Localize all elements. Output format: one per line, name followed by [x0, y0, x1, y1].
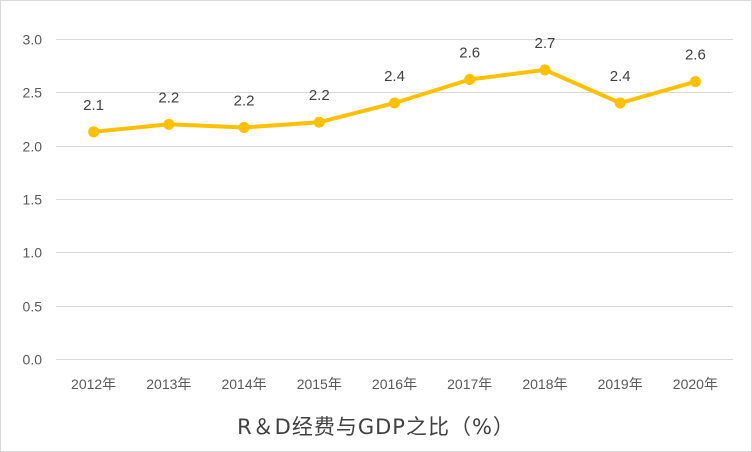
- x-axis-ticks: 2012年 2013年 2014年 2015年 2016年 2017年 2018年 2019年…: [71, 376, 718, 392]
- x-tick-label: 2012年: [71, 376, 116, 392]
- x-tick-label: 2018年: [522, 376, 567, 392]
- gridlines: [56, 39, 733, 360]
- data-label: 2.2: [234, 93, 255, 110]
- chart-caption: R＆D经费与GDP之比（%）: [237, 415, 515, 439]
- data-label: 2.2: [158, 89, 179, 106]
- data-labels: 2.1 2.2 2.2 2.2 2.4 2.6 2.7 2.4 2.6: [83, 35, 706, 114]
- data-label: 2.2: [309, 87, 330, 104]
- data-point: [464, 74, 476, 86]
- y-tick-label: 1.5: [23, 192, 43, 208]
- y-tick-label: 2.0: [23, 139, 43, 155]
- data-label: 2.6: [459, 45, 480, 62]
- data-point: [614, 97, 626, 109]
- x-tick-label: 2013年: [146, 376, 191, 392]
- y-axis-ticks: 0.0 0.5 1.0 1.5 2.0 2.5 3.0: [23, 32, 43, 368]
- x-tick-label: 2017年: [447, 376, 492, 392]
- data-point: [238, 122, 250, 134]
- data-label: 2.7: [535, 35, 556, 52]
- x-tick-label: 2014年: [221, 376, 266, 392]
- y-tick-label: 3.0: [23, 32, 43, 48]
- y-tick-label: 2.5: [23, 85, 43, 101]
- series-line: [88, 64, 701, 138]
- data-label: 2.1: [83, 97, 104, 114]
- data-point: [163, 118, 175, 130]
- data-point: [689, 76, 701, 88]
- data-point: [313, 116, 325, 128]
- y-tick-label: 0.0: [23, 352, 43, 368]
- x-tick-label: 2020年: [673, 376, 718, 392]
- data-point: [389, 97, 400, 109]
- y-tick-label: 1.0: [23, 245, 43, 261]
- x-tick-label: 2016年: [372, 376, 417, 392]
- x-tick-label: 2019年: [598, 376, 643, 392]
- data-label: 2.4: [384, 68, 405, 85]
- y-tick-label: 0.5: [23, 299, 43, 315]
- data-label: 2.6: [685, 47, 706, 64]
- data-point: [88, 126, 100, 138]
- data-label: 2.4: [610, 68, 631, 85]
- data-point: [539, 64, 551, 76]
- x-tick-label: 2015年: [297, 376, 342, 392]
